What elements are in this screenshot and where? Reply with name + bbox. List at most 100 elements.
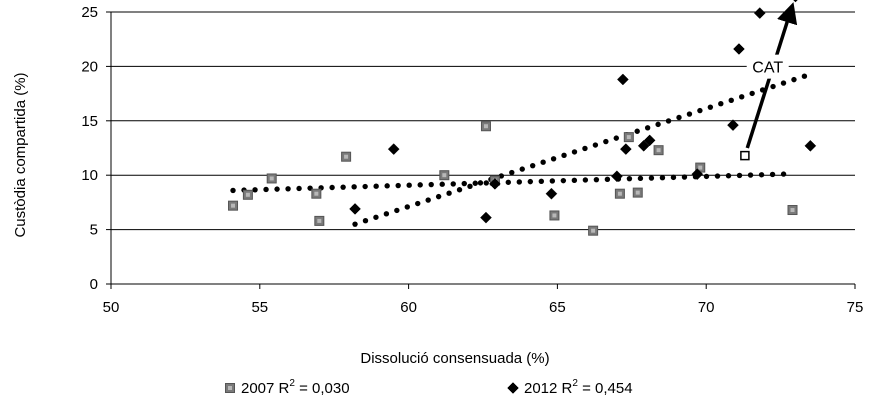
trendline-dot-2007 xyxy=(329,184,335,191)
trendline-dot-2007 xyxy=(681,174,688,180)
data-point-2007 xyxy=(341,151,352,162)
square-marker-inner xyxy=(626,135,631,140)
square-marker-inner xyxy=(635,190,640,195)
annotation: CAT xyxy=(740,0,798,161)
y-tick-label: 10 xyxy=(81,167,98,184)
trendline-dot-2007 xyxy=(626,175,633,182)
trendline-dot-2007 xyxy=(296,185,302,192)
x-tick-label: 65 xyxy=(549,299,566,316)
trendline-dot-2007 xyxy=(483,180,489,186)
trendline-dot-2012 xyxy=(697,107,703,114)
trendline-dot-2012 xyxy=(435,193,442,200)
trendline-dot-2007 xyxy=(780,171,787,177)
trendline-dot-2007 xyxy=(340,184,346,190)
trendline-dot-2012 xyxy=(770,83,776,90)
x-axis-title: Dissolució consensuada (%) xyxy=(360,350,549,367)
square-marker-inner xyxy=(314,191,319,196)
data-point-2007 xyxy=(480,121,491,132)
legend-diamond-icon xyxy=(507,382,519,394)
trendline-dot-2007 xyxy=(384,183,390,189)
x-tick-label: 55 xyxy=(251,299,268,316)
trendline-dot-2007 xyxy=(395,182,401,189)
trendline-dot-2007 xyxy=(373,183,379,189)
trendline-dot-2012 xyxy=(519,166,525,172)
trendline-dot-2007 xyxy=(362,183,368,190)
trendline-dot-2012 xyxy=(550,156,557,162)
data-point-2012 xyxy=(619,143,632,155)
trendline-dot-2012 xyxy=(446,190,452,196)
trendline-dot-2007 xyxy=(285,186,291,192)
trendline-dot-2012 xyxy=(686,111,693,117)
trendline-dot-2012 xyxy=(780,80,787,86)
data-point-2012 xyxy=(387,143,400,155)
data-point-2012 xyxy=(611,170,623,183)
trendline-dot-2012 xyxy=(644,125,651,131)
data-point-2007 xyxy=(314,215,325,226)
square-marker-inner xyxy=(483,124,488,129)
data-point-2007 xyxy=(623,132,634,143)
y-tick-label: 20 xyxy=(81,58,98,75)
square-marker-inner xyxy=(245,192,250,197)
data-point-2007 xyxy=(439,170,450,181)
trendline-dot-2012 xyxy=(467,183,473,190)
cat-2007-marker xyxy=(740,150,750,161)
data-point-2007 xyxy=(228,200,239,211)
trendline-dot-2007 xyxy=(714,173,721,179)
data-point-2012 xyxy=(489,178,501,190)
y-tick-label: 5 xyxy=(90,222,98,239)
trendline-dot-2012 xyxy=(509,169,515,176)
trendline-dot-2007 xyxy=(747,172,754,178)
trendline-dot-2007 xyxy=(516,179,523,185)
y-axis-title: Custòdia compartida (%) xyxy=(12,72,29,237)
trendline-dot-2007 xyxy=(648,175,655,181)
trendline-dot-2012 xyxy=(352,221,358,227)
square-marker-inner xyxy=(698,165,703,170)
trendline-dot-2012 xyxy=(477,180,484,186)
trendline-dot-2012 xyxy=(404,204,410,210)
square-marker-inner xyxy=(344,154,349,159)
trendline-dot-2012 xyxy=(801,73,808,79)
x-tick-label: 60 xyxy=(400,299,417,316)
trendline-dot-2012 xyxy=(415,200,421,207)
data-point-2007 xyxy=(588,225,599,236)
square-marker-inner xyxy=(231,203,236,208)
axes: 0 5 10 15 20 25 50 55 60 65 70 75 xyxy=(81,4,863,316)
trendline-dot-2007 xyxy=(505,179,511,185)
trendline-dot-2007 xyxy=(670,174,677,181)
trendline-dot-2007 xyxy=(417,182,423,188)
trendline-dot-2012 xyxy=(592,142,599,148)
data-point-2007 xyxy=(787,205,798,216)
trendline-dot-2007 xyxy=(703,173,710,180)
data-point-2012 xyxy=(804,139,817,152)
square-marker-inner xyxy=(269,176,274,181)
y-tick-label: 15 xyxy=(81,113,98,130)
data-point-2007 xyxy=(653,145,664,156)
trendline-dot-2007 xyxy=(758,172,765,178)
data-points xyxy=(228,7,817,236)
trendline-dot-2012 xyxy=(529,162,536,169)
trendline-dot-2012 xyxy=(791,76,797,83)
annotation-label: CAT xyxy=(752,60,783,77)
square-marker-inner xyxy=(228,386,232,390)
legend-item-2012: 2012 R2 = 0,454 xyxy=(507,378,633,397)
trendline-dot-2012 xyxy=(571,149,578,155)
trendline-dot-2007 xyxy=(725,173,732,179)
trendline-dot-2012 xyxy=(456,187,463,193)
square-marker-inner xyxy=(552,213,557,218)
trendline-dot-2007 xyxy=(406,182,412,188)
legend-item-2007: 2007 R2 = 0,030 xyxy=(225,378,350,397)
trendline-dot-2007 xyxy=(461,180,467,187)
trendline-dot-2012 xyxy=(676,114,682,121)
annotation-label-bg xyxy=(746,54,789,79)
data-point-2012 xyxy=(691,168,704,180)
trendline-dot-2007 xyxy=(274,186,280,192)
trendline-dot-2012 xyxy=(603,138,609,145)
square-marker-inner xyxy=(317,218,322,223)
trendline-dot-2012 xyxy=(425,197,431,203)
data-point-2012 xyxy=(727,119,739,132)
trendline-dot-2007 xyxy=(571,177,578,184)
trendline-dot-2007 xyxy=(560,177,567,184)
legend-label: 2007 R2 = 0,030 xyxy=(241,378,350,397)
x-tick-label: 75 xyxy=(847,299,864,316)
